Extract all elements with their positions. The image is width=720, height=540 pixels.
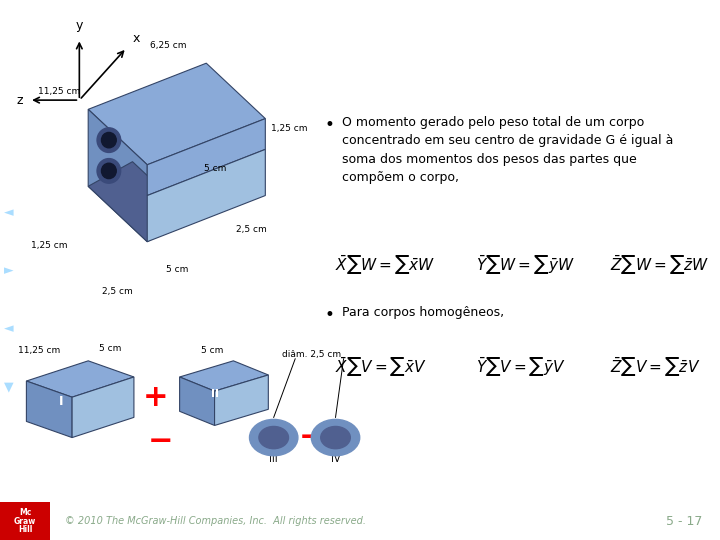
Polygon shape <box>89 161 192 242</box>
Circle shape <box>102 163 116 179</box>
Text: 1,25 cm: 1,25 cm <box>271 124 307 133</box>
Text: 11,25 cm: 11,25 cm <box>37 87 80 96</box>
Polygon shape <box>148 150 266 242</box>
Text: 5 cm: 5 cm <box>99 344 122 353</box>
Text: 5 cm: 5 cm <box>204 164 226 173</box>
Text: $\bar{X}\sum W = \sum \bar{x}W$: $\bar{X}\sum W = \sum \bar{x}W$ <box>335 254 435 278</box>
Text: O momento gerado pelo peso total de um corpo
concentrado em seu centro de gravid: O momento gerado pelo peso total de um c… <box>342 116 673 185</box>
Text: ►: ► <box>4 265 14 278</box>
Text: I: I <box>59 395 63 408</box>
Circle shape <box>259 427 289 449</box>
Text: $\bar{Y}\sum V = \sum \bar{y}V$: $\bar{Y}\sum V = \sum \bar{y}V$ <box>476 355 566 379</box>
Text: Corpos Tridimensionais Compostos: Corpos Tridimensionais Compostos <box>24 64 376 82</box>
Text: $\bar{Z}\sum W = \sum \bar{z}W$: $\bar{Z}\sum W = \sum \bar{z}W$ <box>611 254 710 278</box>
Polygon shape <box>89 63 266 165</box>
Text: Mecânica Vetorial para Engenheiros: Estática: Mecânica Vetorial para Engenheiros: Está… <box>27 16 631 41</box>
Polygon shape <box>27 361 134 397</box>
Text: $\bar{Z}\sum V = \sum \bar{z}V$: $\bar{Z}\sum V = \sum \bar{z}V$ <box>611 355 701 379</box>
Text: Edição: Edição <box>4 65 9 83</box>
Text: −: − <box>148 427 174 456</box>
Circle shape <box>102 132 116 148</box>
Text: −: − <box>299 423 324 452</box>
Text: 2,5 cm: 2,5 cm <box>102 287 133 296</box>
Text: ◄: ◄ <box>4 206 14 220</box>
Text: $\bar{Y}\sum W = \sum \bar{y}W$: $\bar{Y}\sum W = \sum \bar{y}W$ <box>476 254 575 278</box>
Text: 6,25 cm: 6,25 cm <box>150 41 186 50</box>
Text: Hill: Hill <box>18 525 32 534</box>
Circle shape <box>320 427 351 449</box>
Text: © 2010 The McGraw-Hill Companies, Inc.  All rights reserved.: © 2010 The McGraw-Hill Companies, Inc. A… <box>65 516 366 526</box>
Text: 1,25 cm: 1,25 cm <box>31 241 68 250</box>
Polygon shape <box>89 109 148 242</box>
Text: Mc: Mc <box>19 508 32 517</box>
Text: ◄: ◄ <box>4 322 14 335</box>
Text: $\bar{X}\sum V = \sum \bar{x}V$: $\bar{X}\sum V = \sum \bar{x}V$ <box>335 355 426 379</box>
Text: x: x <box>132 32 140 45</box>
Text: +: + <box>143 383 168 411</box>
Polygon shape <box>148 119 266 195</box>
Bar <box>0 502 50 540</box>
Circle shape <box>97 128 121 152</box>
Polygon shape <box>27 381 72 437</box>
Circle shape <box>311 420 360 456</box>
Text: Nona: Nona <box>4 16 9 31</box>
Text: ⌂: ⌂ <box>4 131 14 146</box>
Text: II: II <box>210 389 219 399</box>
Circle shape <box>250 420 298 456</box>
Polygon shape <box>179 361 269 391</box>
Circle shape <box>97 159 121 183</box>
Text: 5 - 17: 5 - 17 <box>665 515 702 528</box>
Text: 5 cm: 5 cm <box>201 346 223 355</box>
Text: IV: IV <box>330 454 341 464</box>
Polygon shape <box>215 375 269 426</box>
Polygon shape <box>179 377 215 426</box>
Text: 2,5 cm: 2,5 cm <box>236 226 266 234</box>
Text: y: y <box>76 19 83 32</box>
Polygon shape <box>72 377 134 437</box>
Text: ▼: ▼ <box>4 380 14 393</box>
Text: Graw: Graw <box>14 517 36 525</box>
Text: 11,25 cm: 11,25 cm <box>18 346 60 355</box>
Text: z: z <box>17 93 23 106</box>
Text: •: • <box>324 116 334 134</box>
Text: Para corpos homogêneos,: Para corpos homogêneos, <box>342 306 504 319</box>
Text: •: • <box>324 306 334 324</box>
Text: 5 cm: 5 cm <box>166 266 188 274</box>
Text: diâm. 2,5 cm: diâm. 2,5 cm <box>282 350 341 359</box>
Text: III: III <box>269 454 278 464</box>
